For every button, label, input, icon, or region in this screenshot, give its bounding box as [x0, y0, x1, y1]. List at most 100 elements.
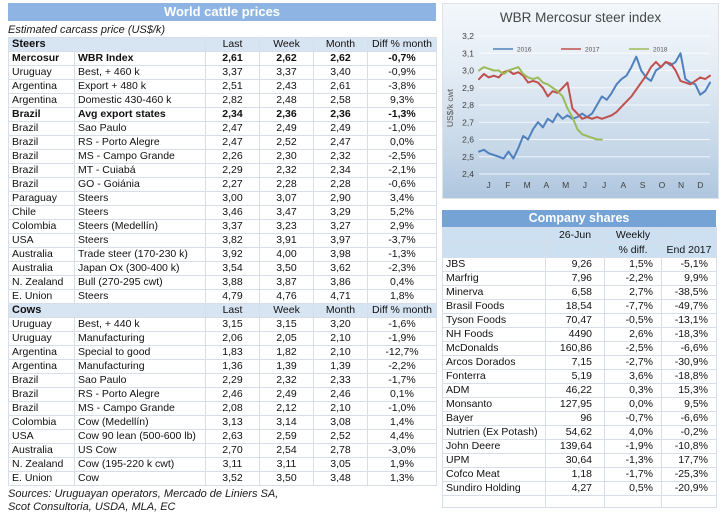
week-cell: 3,11	[259, 457, 315, 472]
week-cell: 3,87	[259, 275, 315, 290]
end-2017-cell: -18,3%	[661, 327, 717, 342]
weekly-diff-cell: -7,7%	[604, 299, 662, 314]
price-row: Australia US Cow 2,70 2,54 2,78 -3,0%	[8, 443, 438, 458]
month-cell: 2,90	[313, 191, 369, 206]
last-cell: 1,36	[205, 359, 261, 374]
month-cell: 2,33	[313, 373, 369, 388]
diff-month-cell: 9,3%	[367, 93, 438, 108]
last-cell: 2,46	[205, 387, 261, 402]
description-cell: WBR Index	[73, 51, 207, 66]
description-cell: Steers	[73, 289, 207, 304]
weekly-diff-column-header: % diff.	[604, 242, 662, 258]
company-shares-table: 26-Jun Weekly % diff. End 2017 JBS 9,26 1,…	[442, 227, 717, 508]
last-cell: 2,51	[205, 79, 261, 94]
company-name-cell: Fonterra	[442, 369, 546, 384]
country-cell: Uruguay	[8, 65, 75, 80]
last-cell: 2,26	[205, 149, 261, 164]
weekly-diff-cell: 3,6%	[604, 369, 662, 384]
column-header: Month	[313, 37, 369, 52]
description-cell: Best, + 440 k	[73, 317, 207, 332]
description-cell: Manufacturing	[73, 331, 207, 346]
country-cell: Colombia	[8, 415, 75, 430]
series-line-2017	[478, 60, 711, 120]
month-cell: 2,49	[313, 121, 369, 136]
country-cell: Brazil	[8, 401, 75, 416]
x-tick-label: M	[524, 180, 531, 190]
month-cell: 2,34	[313, 163, 369, 178]
week-cell: 2,30	[259, 149, 315, 164]
week-cell: 2,48	[259, 93, 315, 108]
end-2017-cell: 9,9%	[661, 271, 717, 286]
month-cell: 2,78	[313, 443, 369, 458]
week-cell: 2,43	[259, 79, 315, 94]
description-cell: MT - Cuiabá	[73, 163, 207, 178]
weekly-diff-cell: -0,5%	[604, 313, 662, 328]
week-cell: 2,32	[259, 373, 315, 388]
country-cell: E. Union	[8, 471, 75, 486]
weekly-diff-cell: -0,7%	[604, 411, 662, 426]
price-row: Argentina Manufacturing 1,36 1,39 1,39 -2,2%	[8, 359, 438, 374]
description-cell: Sao Paulo	[73, 373, 207, 388]
country-cell: Brazil	[8, 163, 75, 178]
price-row: Argentina Domestic 430-460 k 2,82 2,48 2,58 9…	[8, 93, 438, 108]
share-price-cell: 127,95	[545, 397, 605, 412]
share-price-cell: 46,22	[545, 383, 605, 398]
country-cell: Argentina	[8, 79, 75, 94]
last-cell: 3,46	[205, 205, 261, 220]
month-cell: 2,46	[313, 387, 369, 402]
diff-month-cell: -12,7%	[367, 345, 438, 360]
week-cell: 2,62	[259, 51, 315, 66]
end-2017-cell: -6,6%	[661, 341, 717, 356]
month-cell: 4,71	[313, 289, 369, 304]
company-name-cell: Brasil Foods	[442, 299, 546, 314]
y-tick-label: 2,7	[462, 117, 474, 127]
price-row: Uruguay Manufacturing 2,06 2,05 2,10 -1,9%	[8, 331, 438, 346]
empty-header-cell	[442, 227, 546, 243]
y-tick-label: 3,2	[462, 31, 474, 41]
country-cell: Brazil	[8, 107, 75, 122]
diff-month-cell: -3,7%	[367, 233, 438, 248]
world-cattle-prices-panel: World cattle prices Estimated carcass pr…	[7, 3, 438, 514]
end-2017-cell: -5,1%	[661, 257, 717, 272]
company-row: JBS 9,26 1,5% -5,1%	[442, 257, 717, 272]
price-row: Paraguay Steers 3,00 3,07 2,90 3,4%	[8, 191, 438, 206]
company-row: UPM 30,64 -1,3% 17,7%	[442, 453, 717, 468]
description-cell: GO - Goiánia	[73, 177, 207, 192]
end-2017-cell: 15,3%	[661, 383, 717, 398]
month-cell: 2,47	[313, 135, 369, 150]
description-cell: Cow	[73, 471, 207, 486]
month-cell: 3,40	[313, 65, 369, 80]
weekly-diff-cell: 0,3%	[604, 383, 662, 398]
diff-month-cell: 1,3%	[367, 471, 438, 486]
section-header-cows: Cows Last Week Month Diff % month	[7, 303, 438, 318]
share-price-cell: 7,96	[545, 271, 605, 286]
weekly-diff-cell: -1,9%	[604, 439, 662, 454]
weekly-diff-cell: 1,5%	[604, 257, 662, 272]
country-cell: Brazil	[8, 121, 75, 136]
share-price-cell: 4490	[545, 327, 605, 342]
month-cell: 3,97	[313, 233, 369, 248]
week-cell: 1,82	[259, 345, 315, 360]
last-cell: 3,54	[205, 261, 261, 276]
steer-index-line-chart: 2,4 2,5 2,6 2,7 2,8 2,9 3,0 3,1 3,2 J F M A M J J A S O N D U…	[445, 31, 711, 190]
price-row: Brazil RS - Porto Alegre 2,47 2,52 2,47 0,0%	[8, 135, 438, 150]
empty-cell	[545, 495, 605, 508]
week-cell: 3,14	[259, 415, 315, 430]
price-row: Brazil Avg export states 2,34 2,36 2,36 -1,3%	[8, 107, 438, 122]
last-cell: 2,29	[205, 373, 261, 388]
column-header: Last	[205, 37, 261, 52]
country-cell: Brazil	[8, 177, 75, 192]
company-row: NH Foods 4490 2,6% -18,3%	[442, 327, 717, 342]
price-row: Mercosur WBR Index 2,61 2,62 2,62 -0,7%	[8, 51, 438, 66]
x-tick-label: A	[544, 180, 550, 190]
description-cell: Cow (195-220 k cwt)	[73, 457, 207, 472]
diff-month-cell: -2,1%	[367, 163, 438, 178]
share-price-cell: 139,64	[545, 439, 605, 454]
empty-header-cell	[442, 242, 546, 258]
share-price-cell: 4,27	[545, 481, 605, 496]
last-cell: 2,08	[205, 401, 261, 416]
weekly-diff-cell: 2,7%	[604, 285, 662, 300]
company-name-cell: Nutrien (Ex Potash)	[442, 425, 546, 440]
section-label: Steers	[7, 37, 207, 52]
company-name-cell: NH Foods	[442, 327, 546, 342]
